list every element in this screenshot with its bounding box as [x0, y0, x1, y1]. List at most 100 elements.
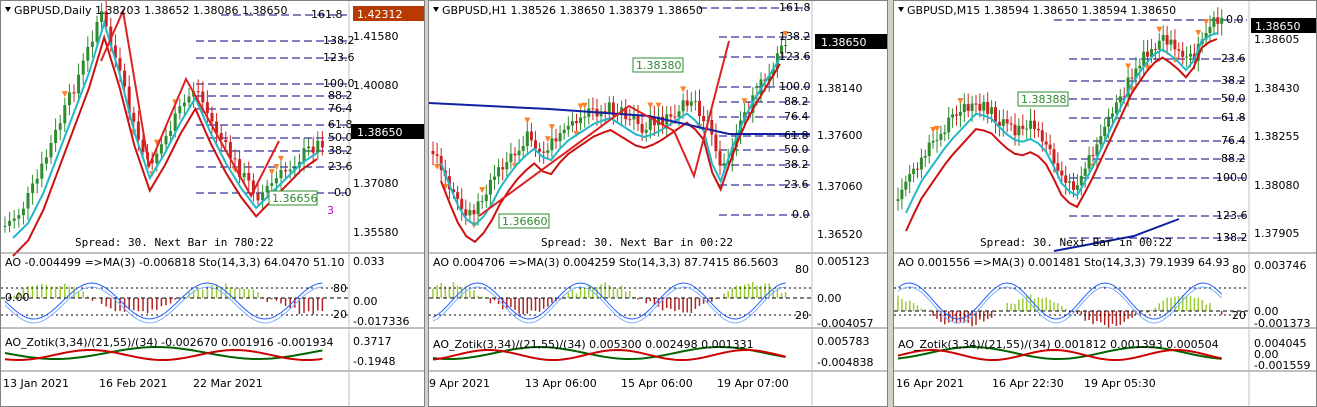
price-label: 1.37080 [353, 177, 399, 190]
chart-window-daily[interactable]: GBPUSD,Daily 1.38203 1.38652 1.38086 1.3… [0, 0, 425, 407]
zigzag-line [100, 7, 280, 199]
candle-body [1056, 163, 1060, 171]
candle-body [982, 102, 986, 111]
candle-body [997, 121, 1001, 126]
candle-body [468, 210, 472, 216]
candle-body [35, 178, 39, 184]
stochastic-signal [432, 286, 786, 324]
fractal-arrow [934, 125, 940, 132]
candle-body [1189, 53, 1192, 57]
chart-canvas-daily[interactable]: GBPUSD,Daily 1.38203 1.38652 1.38086 1.3… [1, 1, 425, 407]
candle-body [1157, 40, 1161, 50]
candle-body [307, 146, 311, 149]
chart-canvas-h1[interactable]: GBPUSD,H1 1.38526 1.38650 1.38379 1.3865… [429, 1, 888, 407]
candle-body [566, 125, 570, 130]
candle-body [1122, 96, 1126, 98]
candle-body [1150, 48, 1153, 57]
fib-label: 38.2 [784, 158, 809, 171]
candle-body [1040, 130, 1044, 142]
fractal-arrow [479, 187, 486, 194]
stochastic-signal [4, 286, 323, 324]
candle-body [480, 201, 484, 203]
candle-body [1114, 102, 1118, 114]
price-box-label: 1.36656 [272, 192, 318, 205]
price-label: 1.36520 [817, 228, 863, 241]
candle-body [710, 120, 714, 135]
candle-body [927, 142, 931, 157]
candle-body [452, 189, 455, 193]
candle-body [958, 111, 962, 116]
candle-body [1079, 175, 1083, 186]
candle-body [1060, 170, 1064, 176]
candle-body [210, 113, 214, 122]
candle-body [1138, 65, 1142, 69]
candle-body [81, 60, 85, 75]
candle-body [86, 46, 90, 61]
price-label: 1.37060 [817, 180, 863, 193]
candle-body [49, 142, 53, 158]
fib-label: 100.0 [779, 80, 811, 93]
fractal-arrow [524, 117, 531, 124]
zotik-line-green [4, 345, 323, 361]
fib-label: 50.0 [1221, 92, 1246, 105]
candle-body [990, 107, 994, 114]
stochastic-main [4, 282, 323, 320]
date-label: 16 Feb 2021 [99, 377, 167, 390]
zotik-scale: -0.004838 [817, 356, 873, 369]
candle-body [316, 140, 320, 153]
candle-body [196, 91, 200, 93]
candle-body [456, 192, 460, 199]
candle-body [916, 168, 919, 170]
candle-body [767, 75, 771, 82]
candle-body [288, 169, 292, 172]
chart-window-h1[interactable]: GBPUSD,H1 1.38526 1.38650 1.38379 1.3865… [428, 0, 888, 407]
candle-body [1130, 77, 1134, 79]
chart-canvas-m15[interactable]: GBPUSD,M15 1.38594 1.38650 1.38594 1.386… [894, 1, 1317, 407]
candle-body [599, 111, 603, 117]
date-label: 13 Apr 06:00 [525, 377, 597, 390]
candle-body [67, 92, 71, 106]
candle-body [77, 74, 81, 94]
dropdown-icon[interactable] [5, 7, 11, 12]
dropdown-icon[interactable] [898, 7, 904, 12]
candle-body [1005, 119, 1009, 124]
ao-header: AO 0.004706 =>MA(3) 0.004259 Sto(14,3,3)… [433, 256, 779, 269]
sto-label: 80 [333, 282, 347, 295]
candle-body [118, 58, 122, 71]
candle-body [517, 150, 521, 156]
candle-body [1052, 149, 1056, 164]
candle-body [1161, 35, 1165, 41]
ao-scale: 0.00 [353, 295, 378, 308]
price-box-label: 1.38388 [1021, 93, 1067, 106]
fractal-arrow [544, 136, 551, 143]
candle-body [904, 181, 908, 190]
candle-body [558, 133, 562, 142]
current-price-tag [815, 34, 887, 49]
candle-body [923, 156, 927, 158]
candle-body [238, 159, 242, 177]
candle-body [201, 91, 205, 103]
candle-body [104, 11, 108, 27]
sto-label: 80 [1232, 263, 1246, 276]
candle-body [579, 117, 583, 124]
fib-label: 61.8 [784, 129, 809, 142]
dropdown-icon[interactable] [433, 7, 439, 12]
candle-body [247, 173, 251, 181]
candle-body [1212, 17, 1216, 27]
candle-body [1083, 168, 1087, 176]
candle-body [1017, 125, 1021, 136]
candle-body [734, 134, 738, 148]
candle-body [521, 145, 525, 151]
candle-body [1021, 125, 1025, 129]
zotik-line-green [432, 345, 786, 361]
chart-window-m15[interactable]: GBPUSD,M15 1.38594 1.38650 1.38594 1.386… [893, 0, 1317, 407]
candle-body [1181, 50, 1185, 57]
fractal-arrow [782, 31, 789, 38]
current-price-label: 1.38650 [821, 36, 867, 49]
zotik-line-red [4, 348, 323, 361]
fractal-arrow [741, 98, 748, 105]
candle-body [966, 104, 970, 111]
top-price-tag [353, 6, 424, 21]
candle-body [284, 169, 288, 172]
candle-body [648, 116, 652, 130]
